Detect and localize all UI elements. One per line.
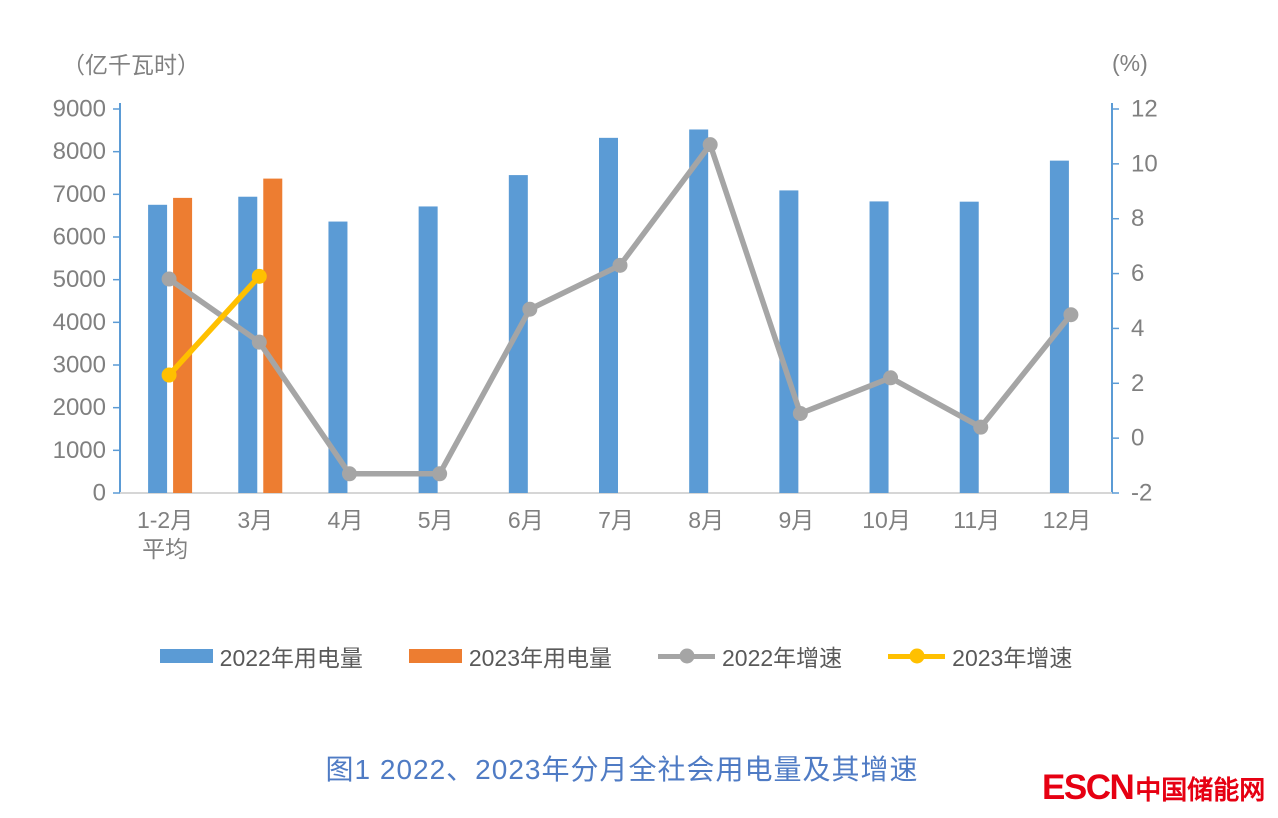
legend-swatch-2022-growth xyxy=(658,648,715,664)
line-2023年增速 xyxy=(161,268,267,383)
legend-label-2023-consumption: 2023年用电量 xyxy=(468,645,612,671)
legend-swatch-2023-consumption xyxy=(408,649,462,663)
x-axis-label: 3月 xyxy=(237,507,273,533)
x-axis-label: 1-2月 xyxy=(137,507,193,533)
escn-logo: ESCN 中国储能网 xyxy=(1042,768,1265,808)
legend-label-2023-growth: 2023年增速 xyxy=(952,645,1073,671)
x-axis-label: 6月 xyxy=(508,507,544,533)
right-tick-label: 6 xyxy=(1131,260,1144,287)
x-axis-label: 10月 xyxy=(862,507,911,533)
marker-2022年增速-1 xyxy=(251,334,267,350)
bar-2023年用电量-0 xyxy=(173,197,193,493)
right-axis-unit-label: (%) xyxy=(1112,50,1148,76)
legend-item-2023-consumption: 2023年用电量 xyxy=(408,639,612,673)
bar-2022年用电量-1 xyxy=(238,196,258,494)
x-axis-label: 4月 xyxy=(328,507,364,533)
left-axis-unit-label: （亿千瓦时） xyxy=(62,52,200,78)
chart-legend: 2022年用电量 2023年用电量 2022年增速 2023年增速 xyxy=(0,638,1232,674)
bar-2022年用电量-2 xyxy=(328,221,348,493)
legend-swatch-2023-growth xyxy=(888,648,946,664)
marker-2022年增速-8 xyxy=(883,370,899,386)
right-tick-label: 4 xyxy=(1131,315,1144,342)
x-axis-label: 9月 xyxy=(778,507,814,533)
legend-item-2022-growth: 2022年增速 xyxy=(658,639,842,673)
line-2022年增速 xyxy=(161,137,1079,482)
bar-2022年用电量-0 xyxy=(148,204,168,493)
legend-item-2023-growth: 2023年增速 xyxy=(888,639,1072,673)
left-tick-label: 9000 xyxy=(53,96,106,123)
bars-2022年用电量 xyxy=(148,129,1069,494)
bars-2023年用电量 xyxy=(173,178,283,493)
left-tick-label: 1000 xyxy=(53,437,106,464)
marker-2023年增速-0 xyxy=(161,367,177,383)
legend-dot-2023-growth xyxy=(909,648,925,664)
marker-2022年增速-6 xyxy=(702,137,718,153)
marker-2022年增速-5 xyxy=(612,257,628,273)
right-tick-label: 12 xyxy=(1131,96,1158,123)
x-axis-label: 5月 xyxy=(418,507,454,533)
bar-2022年用电量-8 xyxy=(869,201,889,493)
left-axis-ticks: 0 1000 2000 3000 4000 5000 6000 7000 8000 9000 xyxy=(53,96,120,507)
left-tick-label: 3000 xyxy=(53,352,106,379)
left-tick-label: 2000 xyxy=(53,394,106,421)
figure-caption: 图1 2022、2023年分月全社会用电量及其增速 xyxy=(325,754,919,785)
left-tick-label: 0 xyxy=(93,480,106,507)
escn-logo-cn: 中国储能网 xyxy=(1135,775,1266,805)
legend-label-2022-growth: 2022年增速 xyxy=(722,645,843,671)
bar-2022年用电量-9 xyxy=(959,201,979,493)
marker-2022年增速-4 xyxy=(522,301,538,317)
legend-swatch-2022-consumption xyxy=(159,649,213,663)
x-axis-label: 8月 xyxy=(688,507,724,533)
combo-chart-canvas: 0 1000 2000 3000 4000 5000 6000 7000 8000 9000 -2 0… xyxy=(53,96,1158,563)
x-axis-label: 平均 xyxy=(142,536,188,562)
escn-logo-en: ESCN xyxy=(1042,768,1135,807)
right-tick-label: 8 xyxy=(1131,205,1144,232)
bar-2022年用电量-6 xyxy=(689,129,709,494)
bar-2022年用电量-3 xyxy=(418,206,438,493)
left-tick-label: 4000 xyxy=(53,309,106,336)
bar-2022年用电量-5 xyxy=(599,137,618,494)
marker-2022年增速-7 xyxy=(792,405,808,421)
x-axis-label: 7月 xyxy=(598,507,634,533)
left-tick-label: 6000 xyxy=(53,224,106,251)
legend-label-2022-consumption: 2022年用电量 xyxy=(219,645,363,671)
right-tick-label: 2 xyxy=(1131,370,1144,397)
left-tick-label: 8000 xyxy=(53,138,106,165)
bar-2022年用电量-7 xyxy=(779,190,799,493)
legend-dot-2022-growth xyxy=(679,648,694,664)
legend-item-2022-consumption: 2022年用电量 xyxy=(159,639,363,673)
marker-2023年增速-1 xyxy=(251,268,267,284)
x-axis-label: 12月 xyxy=(1043,507,1092,533)
right-axis-ticks: -2 0 2 4 6 8 10 12 xyxy=(1112,96,1158,507)
right-tick-label: 10 xyxy=(1131,150,1158,177)
x-axis-label: 11月 xyxy=(953,507,1000,533)
marker-2022年增速-3 xyxy=(432,466,448,482)
left-tick-label: 7000 xyxy=(53,181,106,208)
marker-2022年增速-9 xyxy=(973,419,989,435)
right-tick-label: -2 xyxy=(1131,480,1152,507)
bar-2023年用电量-1 xyxy=(263,178,283,493)
marker-2022年增速-10 xyxy=(1063,307,1079,323)
left-tick-label: 5000 xyxy=(53,266,106,293)
marker-2022年增速-2 xyxy=(341,466,357,482)
marker-2022年增速-0 xyxy=(161,271,177,287)
right-tick-label: 0 xyxy=(1131,425,1144,452)
